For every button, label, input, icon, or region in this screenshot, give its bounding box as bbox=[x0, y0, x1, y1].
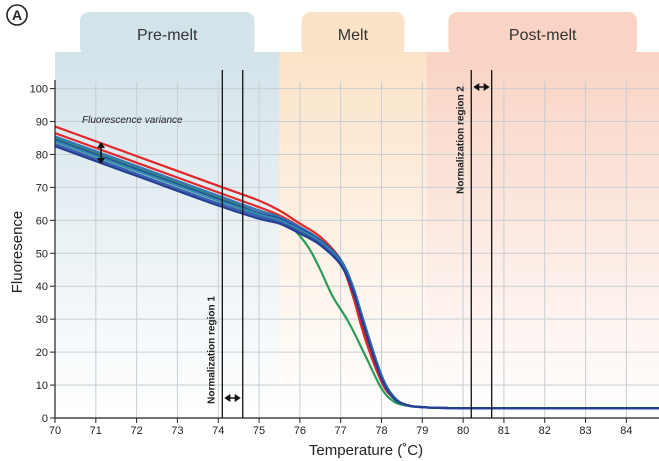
x-tick-label: 76 bbox=[294, 425, 306, 437]
x-tick-label: 73 bbox=[171, 425, 183, 437]
variance-label: Fluorescence variance bbox=[82, 115, 183, 126]
y-tick-label: 70 bbox=[36, 182, 48, 194]
region-tabs: Pre-melt Melt Post-melt bbox=[80, 12, 637, 56]
y-tick-label: 100 bbox=[30, 84, 48, 96]
arrow-head-left bbox=[473, 83, 480, 91]
norm1-label: Normalization region 1 bbox=[206, 296, 217, 404]
y-tick-label: 90 bbox=[36, 117, 48, 129]
norm1-arrow bbox=[224, 394, 241, 402]
norm2-label: Normalization region 2 bbox=[455, 86, 466, 194]
melt-curves bbox=[54, 125, 659, 410]
region-tab-pre-melt bbox=[80, 12, 255, 56]
arrow-head-left bbox=[224, 394, 231, 402]
x-tick-label: 70 bbox=[49, 425, 61, 437]
region-tab-label: Pre-melt bbox=[137, 27, 198, 44]
axes: 70 71 72 73 74 75 76 77 78 79 80 81 82 83 84 0 10 20 30 40 5… bbox=[30, 80, 659, 437]
region-tab-melt bbox=[301, 12, 405, 56]
panel-letter-circle bbox=[6, 4, 28, 26]
x-tick-label: 82 bbox=[539, 425, 551, 437]
y-tick-label: 10 bbox=[36, 380, 48, 392]
x-tick-label: 80 bbox=[457, 425, 469, 437]
y-tick-label: 40 bbox=[36, 281, 48, 293]
x-axis-title: Temperature (˚C) bbox=[309, 442, 423, 459]
x-tick-label: 83 bbox=[579, 425, 591, 437]
x-tick-label: 74 bbox=[212, 425, 224, 437]
x-tick-label: 78 bbox=[375, 425, 387, 437]
variance-arrow-head-down bbox=[97, 158, 105, 164]
region-band-post-melt bbox=[426, 52, 659, 418]
x-tick-label: 81 bbox=[498, 425, 510, 437]
region-tab-post-melt bbox=[448, 12, 637, 56]
norm2-arrow bbox=[473, 83, 490, 91]
x-tick-label: 72 bbox=[130, 425, 142, 437]
x-tick-label: 75 bbox=[253, 425, 265, 437]
y-axis-title: Fluoresence bbox=[9, 211, 26, 294]
arrow-head-right bbox=[234, 394, 241, 402]
x-tick-label: 79 bbox=[416, 425, 428, 437]
variance-arrow bbox=[97, 142, 105, 164]
y-tick-label: 50 bbox=[36, 248, 48, 260]
y-tick-label: 0 bbox=[42, 413, 48, 425]
region-tab-label: Post-melt bbox=[509, 27, 577, 44]
region-tab-label: Melt bbox=[338, 27, 369, 44]
arrow-head-right bbox=[483, 83, 490, 91]
region-bands bbox=[55, 52, 659, 418]
melt-curve-8 bbox=[54, 145, 659, 410]
panel-letter: A bbox=[12, 7, 22, 23]
variance-arrow-head-up bbox=[97, 142, 105, 148]
annotations: Normalization region 1 Normalization regi… bbox=[82, 70, 493, 418]
y-tick-label: 20 bbox=[36, 347, 48, 359]
y-tick-label: 60 bbox=[36, 215, 48, 227]
region-band-pre-melt bbox=[55, 52, 280, 418]
x-tick-label: 84 bbox=[620, 425, 632, 437]
x-tick-label: 71 bbox=[90, 425, 102, 437]
y-tick-label: 80 bbox=[36, 149, 48, 161]
y-tick-label: 30 bbox=[36, 314, 48, 326]
x-tick-label: 77 bbox=[335, 425, 347, 437]
